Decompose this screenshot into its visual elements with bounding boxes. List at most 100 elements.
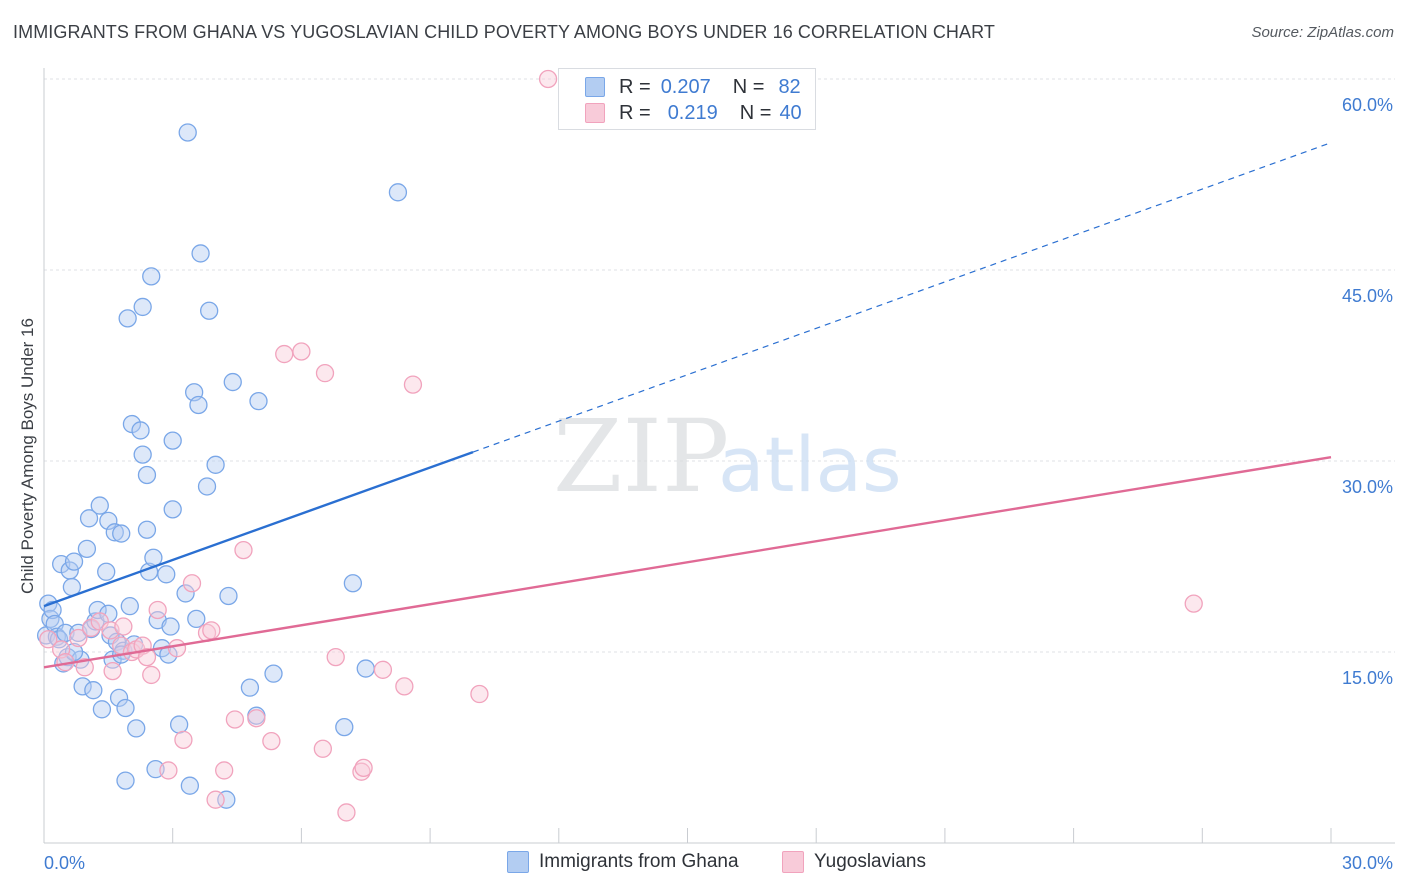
yugoslavian-point	[215, 761, 234, 780]
yugoslavian-point	[275, 344, 294, 364]
ghana-point	[84, 681, 103, 700]
watermark: ZIP atlas	[553, 398, 902, 515]
yugoslavian-point	[315, 363, 335, 383]
legend-r-label: R =	[619, 101, 651, 124]
chart-title: IMMIGRANTS FROM GHANA VS YUGOSLAVIAN CHI…	[13, 22, 995, 42]
yugoslavian-point	[262, 731, 281, 751]
ghana-point	[189, 395, 208, 415]
bottom-legend-swatch-ghana	[507, 851, 529, 873]
ghana-point	[137, 465, 157, 485]
yugoslavian-point	[148, 600, 167, 620]
ghana-point	[133, 445, 152, 464]
ghana-point	[157, 565, 176, 584]
ghana-point	[116, 771, 135, 790]
ghana-point	[197, 477, 217, 496]
ghana-point	[131, 421, 150, 440]
yugoslavian-point	[114, 617, 133, 636]
ghana-point	[176, 584, 195, 603]
legend-n-value: 40	[779, 101, 802, 124]
yugoslavian-point	[1184, 594, 1203, 613]
ghana-point	[191, 244, 210, 263]
ghana-point	[161, 617, 180, 636]
ghana-point	[206, 455, 225, 474]
axes	[43, 68, 1395, 844]
ghana-point	[90, 496, 109, 515]
trend-lines	[43, 142, 1332, 669]
ghana-point	[169, 715, 189, 734]
yugoslavian-point	[137, 647, 157, 667]
ghana-point	[240, 678, 260, 697]
ghana-point	[163, 500, 182, 519]
ghana-point	[356, 659, 375, 678]
ghana-point	[97, 562, 116, 581]
ghana-point	[137, 520, 157, 539]
legend-n-label: N =	[732, 75, 765, 98]
grid-lines	[44, 78, 1395, 653]
watermark-atlas: atlas	[718, 420, 902, 509]
bottom-legend-ghana: Immigrants from Ghana	[507, 851, 739, 873]
yugoslavian-point	[174, 730, 193, 750]
yugoslavian-point	[225, 710, 245, 729]
yugoslavian-point	[337, 803, 356, 822]
legend-r-label: R =	[619, 75, 651, 98]
x-tick-label-min: 0.0%	[44, 853, 85, 873]
ghana-point	[92, 700, 112, 719]
yugoslavian-point	[142, 665, 161, 685]
legend-r-value: 0.207	[660, 75, 711, 98]
ghana-point	[127, 719, 146, 738]
x-tick-label-max: 30.0%	[1342, 853, 1393, 873]
ghana-point	[200, 301, 219, 320]
ghana-trend-extension	[472, 142, 1332, 453]
yugoslavian-point	[167, 639, 187, 658]
ghana-trend-line	[43, 450, 474, 608]
ghana-point	[343, 574, 363, 593]
yugoslavian-point	[395, 677, 414, 696]
yugoslavian-trend-line	[43, 455, 1332, 669]
yugoslavian-point	[39, 630, 58, 649]
yugoslavian-point	[234, 540, 253, 560]
legend-row-ghana: R = 0.207 N = 82	[585, 74, 801, 100]
y-tick-label: 30.0%	[1342, 477, 1393, 497]
watermark-zip: ZIP	[553, 398, 729, 515]
ghana-point	[178, 123, 197, 142]
ghana-point	[120, 597, 139, 616]
legend-swatch-ghana	[585, 77, 605, 97]
ghana-point	[118, 309, 137, 328]
bottom-legend-label-ghana: Immigrants from Ghana	[539, 851, 739, 872]
legend-swatch-yugoslavians	[585, 103, 605, 123]
ghana-point	[64, 552, 84, 571]
yugoslavian-point	[470, 684, 489, 704]
ghana-point	[79, 509, 99, 528]
ghana-point	[133, 297, 152, 317]
yugoslavian-point	[326, 647, 345, 667]
ghana-point	[73, 677, 92, 696]
yugoslavian-points	[39, 69, 1203, 822]
ghana-point	[187, 609, 206, 629]
yugoslavian-point	[313, 739, 333, 758]
bottom-legend-label-yugoslavians: Yugoslavians	[814, 851, 926, 872]
yugoslavian-point	[373, 660, 393, 679]
ghana-point	[105, 523, 124, 542]
ghana-point	[163, 431, 182, 450]
y-tick-label: 60.0%	[1342, 95, 1393, 115]
legend-n-label: N =	[739, 101, 772, 124]
tick-labels: 15.0% 30.0% 45.0% 60.0% 0.0% 30.0%	[44, 95, 1393, 873]
yugoslavian-point	[292, 342, 311, 361]
bottom-legend-swatch-yugoslavians	[782, 851, 804, 873]
legend-n-value: 82	[778, 75, 801, 98]
yugoslavian-point	[354, 758, 373, 778]
legend-box: R = 0.207 N = 82 R = 0.219 N = 40	[558, 68, 816, 130]
y-axis-label: Child Poverty Among Boys Under 16	[18, 318, 37, 594]
ghana-point	[116, 698, 135, 718]
yugoslavian-point	[182, 574, 202, 593]
ghana-point	[109, 688, 129, 707]
source-credit: Source: ZipAtlas.com	[1251, 24, 1394, 41]
yugoslavian-point	[206, 790, 225, 809]
bottom-legend-yugoslavians: Yugoslavians	[782, 851, 926, 873]
yugoslavian-point	[538, 69, 558, 89]
ghana-point	[217, 790, 236, 809]
ghana-point	[112, 524, 131, 543]
ghana-point	[77, 539, 97, 559]
ghana-point	[335, 717, 354, 737]
